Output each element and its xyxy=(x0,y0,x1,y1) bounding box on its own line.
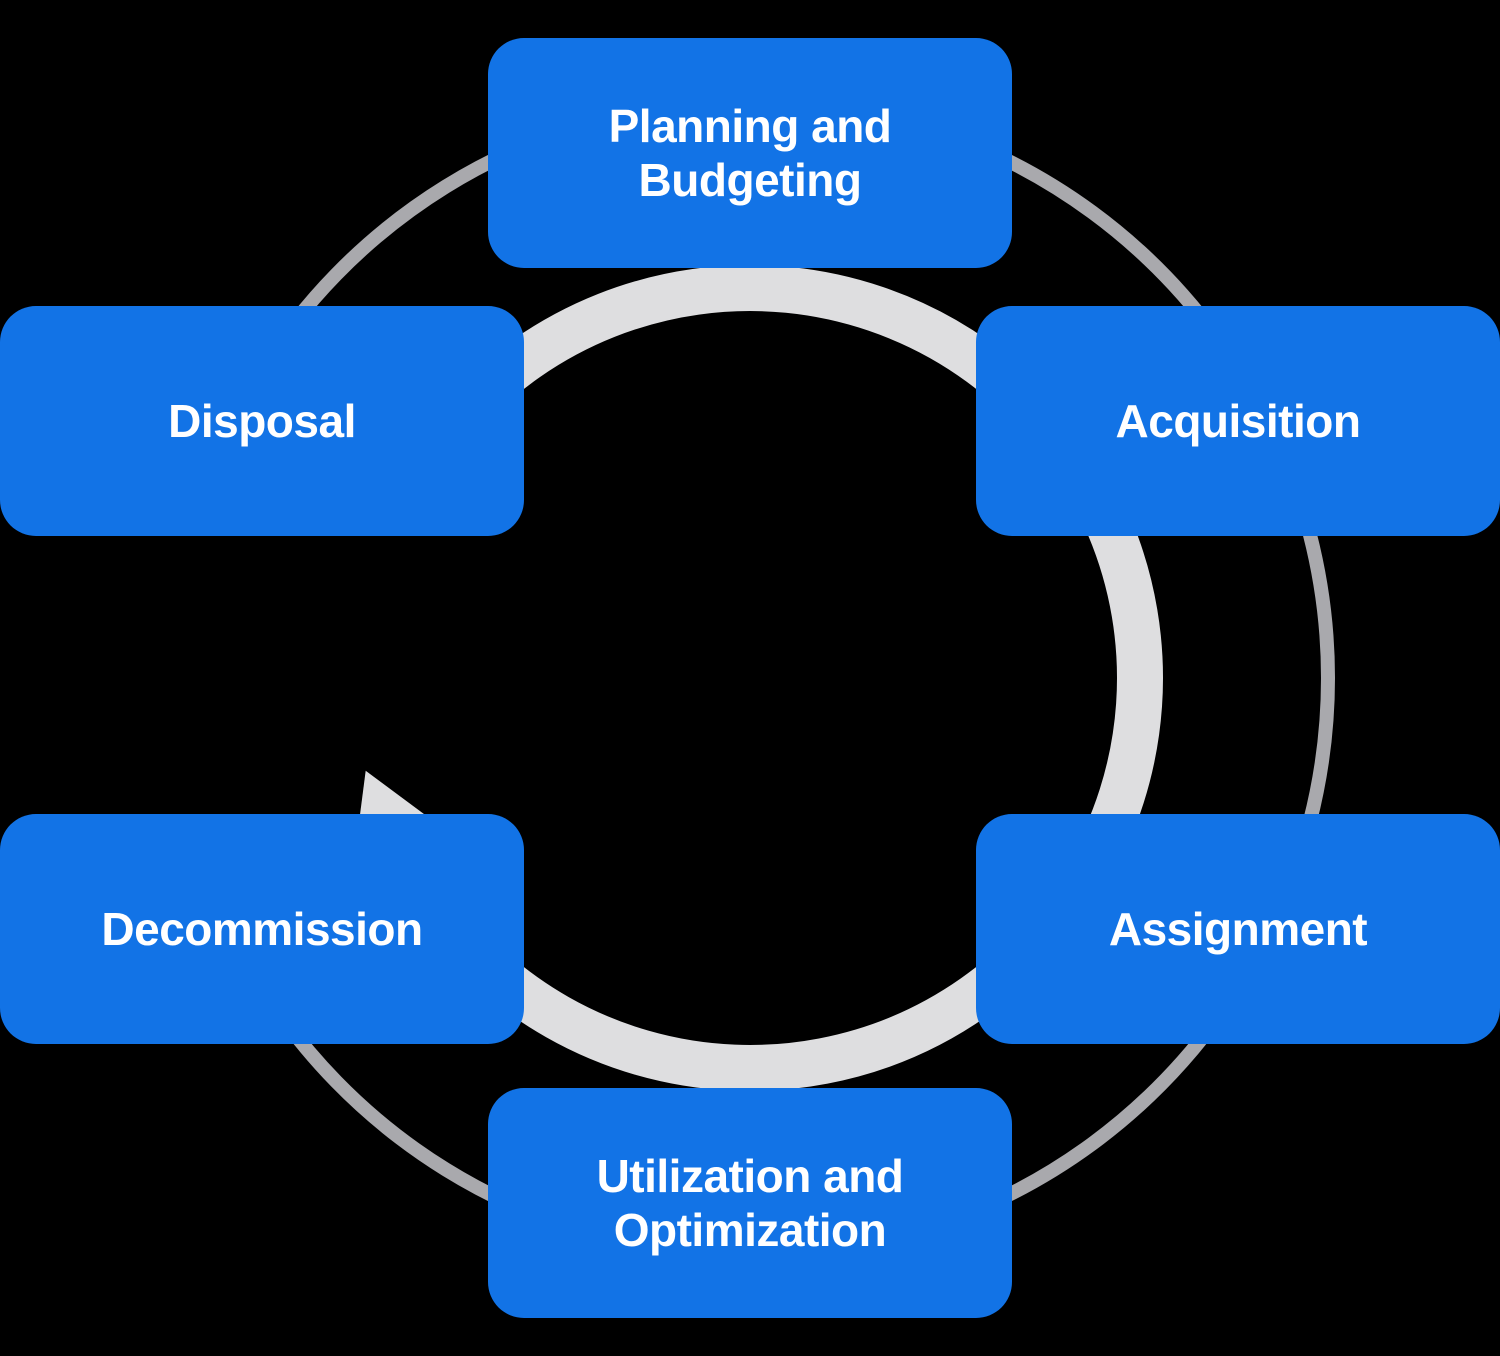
cycle-node-label: Planning and Budgeting xyxy=(609,99,892,208)
cycle-node-acquisition: Acquisition xyxy=(976,306,1500,536)
cycle-node-label: Assignment xyxy=(1109,902,1367,956)
cycle-diagram: Planning and Budgeting Acquisition Assignm… xyxy=(0,0,1500,1356)
cycle-node-label: Utilization and Optimization xyxy=(597,1149,904,1258)
cycle-node-label: Acquisition xyxy=(1116,394,1361,448)
cycle-node-planning: Planning and Budgeting xyxy=(488,38,1012,268)
cycle-node-label: Disposal xyxy=(168,394,356,448)
cycle-node-decommission: Decommission xyxy=(0,814,524,1044)
cycle-node-utilization: Utilization and Optimization xyxy=(488,1088,1012,1318)
cycle-node-assignment: Assignment xyxy=(976,814,1500,1044)
cycle-node-disposal: Disposal xyxy=(0,306,524,536)
cycle-node-label: Decommission xyxy=(101,902,422,956)
